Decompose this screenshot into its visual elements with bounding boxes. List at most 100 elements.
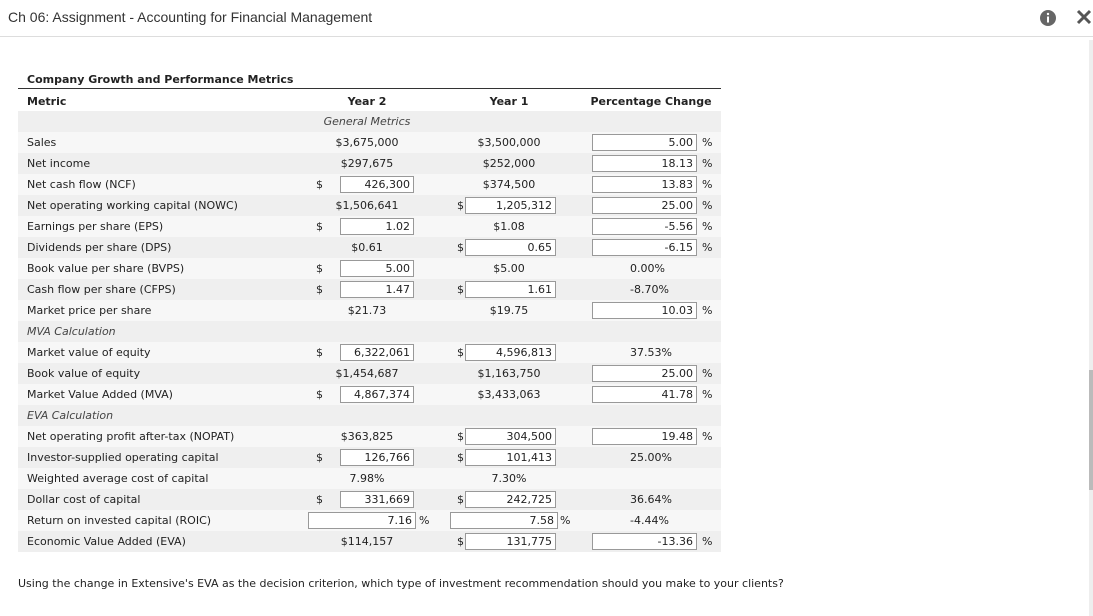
- metric-label: Market price per share: [27, 304, 152, 317]
- metric-label: Market Value Added (MVA): [27, 388, 173, 401]
- table-row: Return on invested capital (ROIC) 7.16% 7.…: [18, 510, 721, 531]
- input-box[interactable]: 1.02: [340, 218, 414, 235]
- metric-label: Weighted average cost of capital: [27, 472, 209, 485]
- table-row: Market value of equity $6,322,061 $4,596,8…: [18, 342, 721, 363]
- top-bar: Ch 06: Assignment - Accounting for Finan…: [0, 0, 1093, 37]
- cell-text: $3,675,000: [335, 136, 399, 149]
- cell-text: $3,500,000: [477, 136, 541, 149]
- currency-sign: $: [316, 220, 323, 233]
- input-box[interactable]: 19.48: [592, 428, 697, 445]
- table-row: Earnings per share (EPS) $1.02 $1.08 -5.56%: [18, 216, 721, 237]
- section-label: MVA Calculation: [27, 325, 116, 338]
- input-box[interactable]: 25.00: [592, 197, 697, 214]
- input-box[interactable]: 0.65: [465, 239, 556, 256]
- cell-text: $1.08: [493, 220, 525, 233]
- info-icon[interactable]: [1039, 9, 1057, 27]
- unit-sign: %: [702, 241, 713, 254]
- input-box[interactable]: 41.78: [592, 386, 697, 403]
- cell-text: 37.53%: [630, 346, 672, 359]
- input-box[interactable]: 7.16: [308, 512, 416, 529]
- currency-sign: $: [457, 283, 464, 296]
- cell-text: 25.00%: [630, 451, 672, 464]
- input-box[interactable]: 7.58: [450, 512, 558, 529]
- table-row: EVA Calculation: [18, 405, 721, 426]
- input-box[interactable]: 242,725: [465, 491, 556, 508]
- input-box[interactable]: 131,775: [465, 533, 556, 550]
- currency-sign: $: [457, 535, 464, 548]
- cell-text: $3,433,063: [477, 388, 541, 401]
- input-box[interactable]: 18.13: [592, 155, 697, 172]
- input-box[interactable]: 4,867,374: [340, 386, 414, 403]
- currency-sign: $: [316, 178, 323, 191]
- header-row: Metric Year 2 Year 1 Percentage Change: [18, 91, 721, 112]
- table-row: Book value per share (BVPS) $5.00 $5.00 0.0…: [18, 258, 721, 279]
- cell-text: $1,454,687: [335, 367, 399, 380]
- metric-label: Net operating working capital (NOWC): [27, 199, 238, 212]
- cell-text: $374,500: [482, 178, 536, 191]
- input-box[interactable]: 5.00: [592, 134, 697, 151]
- cell-text: $1,506,641: [335, 199, 399, 212]
- currency-sign: $: [457, 346, 464, 359]
- metric-label: Book value of equity: [27, 367, 141, 380]
- metric-label: Net operating profit after-tax (NOPAT): [27, 430, 235, 443]
- table-row: Book value of equity $1,454,687 $1,163,750…: [18, 363, 721, 384]
- currency-sign: $: [316, 493, 323, 506]
- cell-text: 36.64%: [630, 493, 672, 506]
- header-rule: [18, 88, 721, 89]
- subheader: General Metrics: [323, 115, 411, 128]
- currency-sign: $: [457, 430, 464, 443]
- table-row: Investor-supplied operating capital $126,…: [18, 447, 721, 468]
- cell-text: $5.00: [493, 262, 525, 275]
- cell-text: $363,825: [340, 430, 394, 443]
- input-box[interactable]: -5.56: [592, 218, 697, 235]
- input-box[interactable]: -13.36: [592, 533, 697, 550]
- input-box[interactable]: 126,766: [340, 449, 414, 466]
- table-row: Net operating profit after-tax (NOPAT) $3…: [18, 426, 721, 447]
- metric-label: Net cash flow (NCF): [27, 178, 136, 191]
- input-box[interactable]: 4,596,813: [465, 344, 556, 361]
- input-box[interactable]: 1.61: [465, 281, 556, 298]
- table-row: Market price per share $21.73 $19.75 10.03%: [18, 300, 721, 321]
- table-row: Weighted average cost of capital 7.98% 7.3…: [18, 468, 721, 489]
- unit-sign: %: [702, 535, 713, 548]
- input-box[interactable]: 5.00: [340, 260, 414, 277]
- input-box[interactable]: 331,669: [340, 491, 414, 508]
- input-box[interactable]: 13.83: [592, 176, 697, 193]
- metric-label: Net income: [27, 157, 91, 170]
- table-row: Cash flow per share (CFPS) $1.47 $1.61 -8.7…: [18, 279, 721, 300]
- scrollbar: [1089, 40, 1093, 616]
- cell-text: $252,000: [482, 157, 536, 170]
- cell-text: 7.98%: [349, 472, 385, 485]
- metric-label: Book value per share (BVPS): [27, 262, 185, 275]
- input-box[interactable]: 101,413: [465, 449, 556, 466]
- metric-label: Sales: [27, 136, 57, 149]
- close-icon[interactable]: [1076, 9, 1092, 25]
- currency-sign: $: [457, 451, 464, 464]
- column-header: Year 1: [489, 95, 529, 108]
- table-row: Net operating working capital (NOWC) $1,5…: [18, 195, 721, 216]
- table-row: Economic Value Added (EVA) $114,157 $131,7…: [18, 531, 721, 552]
- input-box[interactable]: 1,205,312: [465, 197, 556, 214]
- assignment-title: Ch 06: Assignment - Accounting for Finan…: [8, 9, 373, 25]
- input-box[interactable]: 426,300: [340, 176, 414, 193]
- input-box[interactable]: -6.15: [592, 239, 697, 256]
- input-box[interactable]: 304,500: [465, 428, 556, 445]
- metric-label: Market value of equity: [27, 346, 151, 359]
- table-row: Net cash flow (NCF) $426,300 $374,500 13.83…: [18, 174, 721, 195]
- unit-sign: %: [702, 430, 713, 443]
- cell-text: -8.70%: [630, 283, 669, 296]
- table-row: General Metrics: [18, 111, 721, 132]
- unit-sign: %: [702, 178, 713, 191]
- table-title: Company Growth and Performance Metrics: [27, 73, 294, 86]
- input-box[interactable]: 10.03: [592, 302, 697, 319]
- cell-text: 7.30%: [491, 472, 527, 485]
- input-box[interactable]: 25.00: [592, 365, 697, 382]
- input-box[interactable]: 6,322,061: [340, 344, 414, 361]
- table-row: MVA Calculation: [18, 321, 721, 342]
- unit-sign: %: [702, 367, 713, 380]
- unit-sign: %: [702, 388, 713, 401]
- cell-text: $297,675: [340, 157, 394, 170]
- input-box[interactable]: 1.47: [340, 281, 414, 298]
- metric-label: Return on invested capital (ROIC): [27, 514, 212, 527]
